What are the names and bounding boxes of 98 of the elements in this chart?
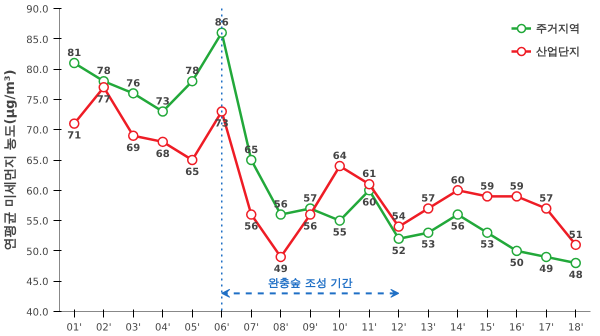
- point: [541, 203, 552, 214]
- y-tick-label: 80.0: [26, 65, 48, 76]
- point: [452, 209, 463, 220]
- data-label: 48: [568, 270, 583, 282]
- point: [452, 185, 463, 196]
- point: [570, 258, 581, 268]
- point: [216, 28, 227, 38]
- point: [246, 154, 256, 166]
- data-label: 68: [156, 148, 170, 160]
- data-label: 76: [126, 78, 140, 90]
- point: [128, 130, 138, 141]
- point: [158, 136, 168, 148]
- data-label: 52: [392, 246, 406, 257]
- y-tick-label: 60.0: [26, 186, 48, 198]
- legend-label: 산업단지: [536, 44, 580, 58]
- data-label: 59: [510, 181, 524, 192]
- x-tick-label: 10': [332, 322, 348, 334]
- data-label: 56: [450, 222, 465, 233]
- point: [482, 227, 492, 238]
- data-label: 55: [332, 228, 347, 239]
- x-tick-label: 05': [184, 322, 200, 334]
- x-tick-label: 03': [126, 322, 141, 334]
- point: [128, 88, 138, 99]
- x-tick-label: 15': [480, 322, 495, 334]
- y-tick-label: 75.0: [26, 95, 48, 106]
- data-label: 53: [421, 240, 436, 251]
- y-tick-label: 70.0: [26, 126, 48, 137]
- data-label: 59: [480, 181, 494, 192]
- data-label: 51: [568, 230, 583, 241]
- point: [276, 252, 286, 262]
- y-tick-label: 45.0: [26, 277, 48, 288]
- data-label: 50: [510, 258, 524, 269]
- data-label: 56: [244, 222, 258, 233]
- point: [482, 191, 492, 202]
- legend-label: 주거지역: [536, 20, 580, 36]
- point: [69, 118, 80, 129]
- point: [394, 221, 404, 232]
- data-label: 49: [274, 264, 288, 275]
- point: [423, 227, 434, 238]
- annotation: 완충숲 조성 기간: [268, 276, 353, 290]
- point: [276, 209, 286, 220]
- data-label: 54: [392, 212, 406, 223]
- y-tick-label: 85.0: [26, 34, 48, 46]
- point: [158, 106, 168, 117]
- data-label: 53: [480, 240, 494, 251]
- data-label: 73: [156, 96, 170, 108]
- data-label: 57: [303, 193, 318, 204]
- x-tick-label: 17': [538, 322, 554, 334]
- point: [98, 82, 109, 93]
- point: [305, 209, 316, 220]
- data-label: 71: [67, 130, 82, 142]
- point: [246, 209, 256, 220]
- x-tick-label: 07': [244, 322, 259, 334]
- data-label: 77: [96, 94, 111, 106]
- data-label: 60: [362, 197, 376, 208]
- x-tick-label: 04': [155, 322, 170, 334]
- point: [69, 58, 80, 68]
- point: [541, 252, 552, 262]
- data-label: 56: [303, 222, 318, 233]
- data-label: 64: [332, 151, 347, 162]
- point: [187, 76, 198, 86]
- point: [216, 106, 227, 117]
- x-tick-label: 11': [362, 322, 377, 334]
- data-label: 49: [539, 264, 554, 275]
- point: [334, 160, 345, 172]
- x-tick-label: 01': [66, 322, 82, 334]
- point: [394, 234, 404, 244]
- x-tick-label: 09': [302, 322, 318, 334]
- data-label: 78: [96, 66, 111, 78]
- data-label: 61: [362, 169, 376, 180]
- point: [423, 203, 434, 214]
- data-label: 81: [67, 48, 82, 60]
- data-label: 86: [214, 18, 229, 29]
- data-label: 69: [126, 142, 140, 154]
- point: [187, 154, 198, 166]
- x-tick-label: 08': [273, 322, 288, 334]
- data-label: 57: [421, 193, 436, 204]
- y-tick-label: 65.0: [26, 156, 48, 167]
- point: [334, 215, 345, 226]
- y-tick-label: 90.0: [26, 4, 48, 16]
- data-label: 65: [185, 167, 200, 178]
- y-axis-title: 연평균 미세먼지 농도(μg/m³): [3, 70, 18, 250]
- point: [570, 240, 581, 250]
- point: [364, 179, 374, 190]
- x-tick-label: 14': [450, 322, 466, 334]
- x-tick-label: 02': [96, 322, 112, 334]
- point: [512, 246, 522, 256]
- y-tick-label: 40.0: [26, 308, 48, 318]
- y-tick-label: 55.0: [26, 216, 48, 228]
- point: [512, 191, 522, 202]
- data-label: 60: [450, 175, 465, 186]
- x-tick-label: 18': [568, 322, 584, 334]
- data-label: 57: [539, 193, 554, 204]
- x-tick-label: 12': [391, 322, 406, 334]
- x-tick-label: 13': [420, 322, 436, 334]
- x-tick-label: 16': [509, 322, 524, 334]
- y-tick-label: 50.0: [26, 246, 48, 258]
- x-tick-label: 06': [214, 322, 230, 334]
